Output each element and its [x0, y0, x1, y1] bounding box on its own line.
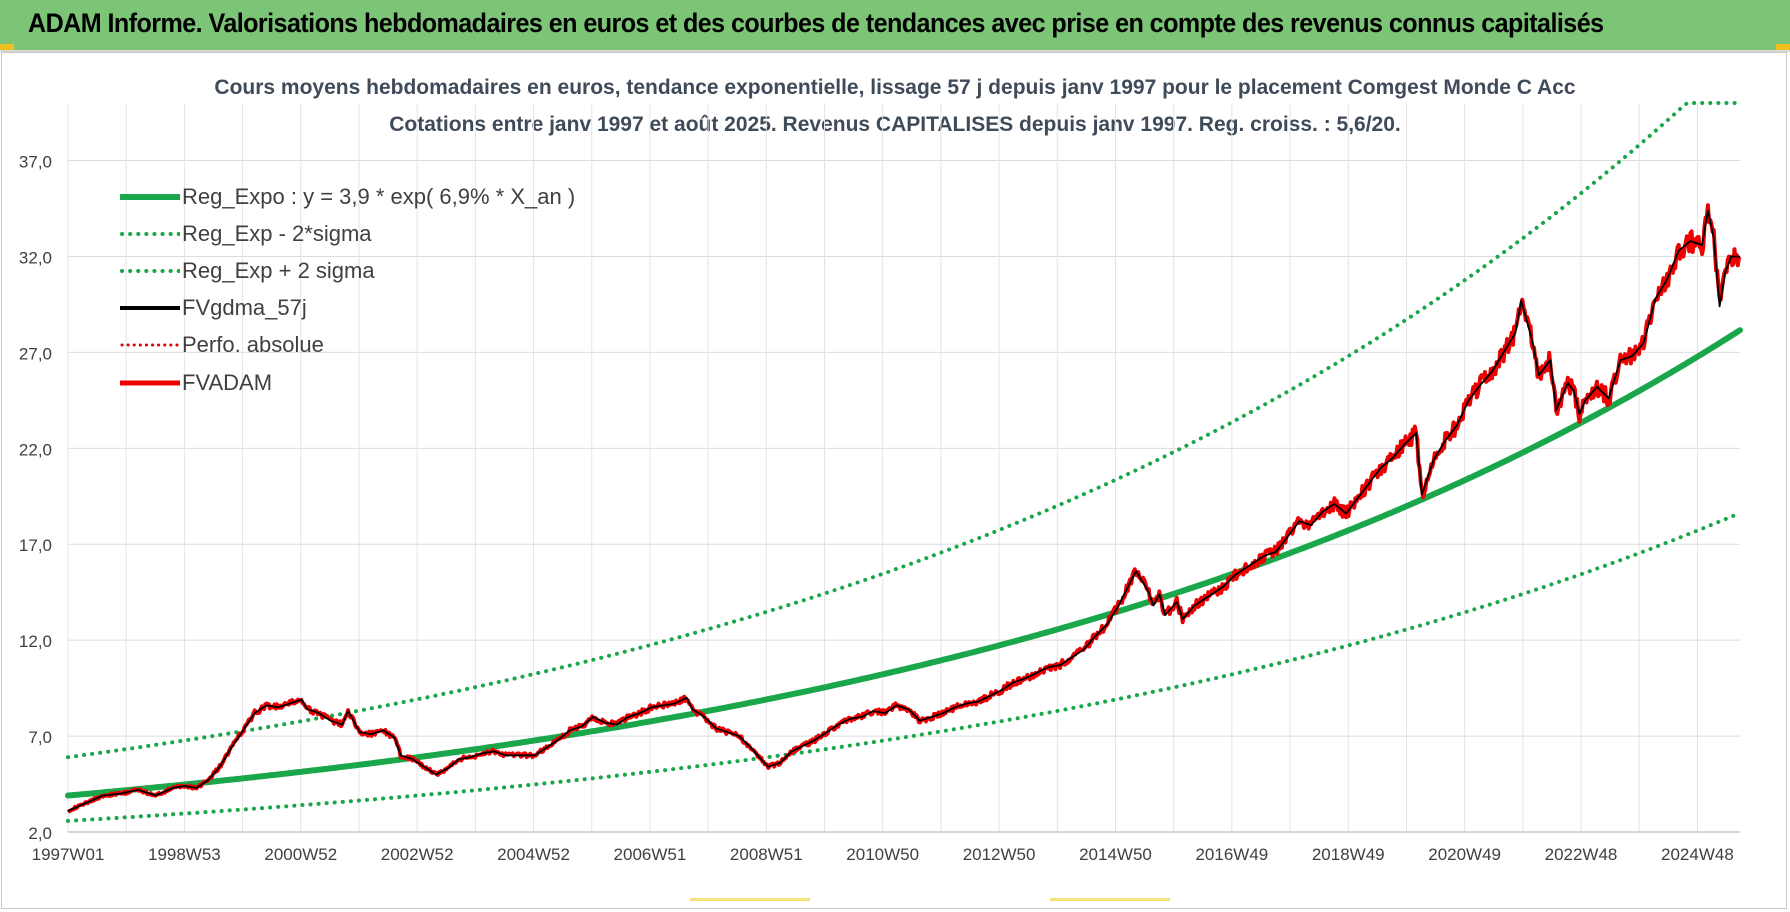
x-tick-label: 2018W49 [1312, 845, 1385, 864]
legend-item-reg-expo: Reg_Expo : y = 3,9 * exp( 6,9% * X_an ) [120, 178, 575, 215]
legend-item-fvadam: FVADAM [120, 364, 575, 401]
x-tick-label: 2004W52 [497, 845, 570, 864]
legend-label-fvadam: FVADAM [182, 369, 273, 395]
x-tick-label: 2010W50 [846, 845, 919, 864]
y-tick-label: 22,0 [19, 440, 52, 459]
series-line-reg-expo [65, 327, 1743, 799]
x-tick-label: 2002W52 [381, 845, 454, 864]
footer-mark-1 [690, 898, 810, 901]
y-tick-label: 32,0 [19, 248, 52, 267]
legend-swatch-reg-exp-plus [120, 268, 180, 273]
legend-label-reg-exp-minus: Reg_Exp - 2*sigma [182, 220, 372, 246]
legend-swatch-fvgdma [120, 306, 180, 311]
x-tick-label: 2024W48 [1661, 845, 1734, 864]
y-tick-label: 7,0 [28, 728, 52, 747]
x-tick-label: 1998W53 [148, 845, 221, 864]
legend-item-fvgdma: FVgdma_57j [120, 290, 575, 327]
series-group [65, 101, 1743, 823]
x-tick-label: 2012W50 [963, 845, 1036, 864]
footer-mark-2 [1050, 898, 1170, 901]
legend: Reg_Expo : y = 3,9 * exp( 6,9% * X_an ) … [120, 178, 575, 401]
legend-swatch-reg-exp-minus [120, 231, 180, 236]
corner-mark-left [0, 44, 14, 50]
legend-label-fvgdma: FVgdma_57j [182, 295, 307, 321]
legend-item-reg-exp-minus: Reg_Exp - 2*sigma [120, 215, 575, 252]
chart-title: Cours moyens hebdomadaires en euros, ten… [214, 76, 1576, 99]
legend-swatch-reg-expo [120, 193, 180, 200]
x-tick-label: 1997W01 [32, 845, 105, 864]
y-tick-label: 17,0 [19, 536, 52, 555]
x-tick-label: 2006W51 [614, 845, 687, 864]
legend-swatch-fvadam [120, 380, 180, 386]
y-tick-label: 2,0 [28, 824, 52, 843]
legend-label-reg-exp-plus: Reg_Exp + 2 sigma [182, 257, 375, 283]
legend-label-reg-expo: Reg_Expo : y = 3,9 * exp( 6,9% * X_an ) [182, 183, 576, 209]
series-line-reg-exp-minus [66, 511, 1742, 823]
x-tick-label: 2020W49 [1428, 845, 1501, 864]
header-banner: ADAM Informe. Valorisations hebdomadaire… [0, 0, 1790, 52]
x-tick-label: 2022W48 [1545, 845, 1618, 864]
x-tick-label: 2014W50 [1079, 845, 1152, 864]
x-tick-label: 2000W52 [264, 845, 337, 864]
y-tick-label: 12,0 [19, 632, 52, 651]
series-line-fvgdma [67, 209, 1740, 812]
legend-item-reg-exp-plus: Reg_Exp + 2 sigma [120, 252, 575, 289]
corner-mark-right [1776, 44, 1790, 50]
axes: 2,0 7,0 12,0 17,0 22,0 27,0 32,0 37,0 1997W01 199… [19, 153, 1740, 864]
legend-item-perfo: Perfo. absolue [120, 327, 575, 364]
y-tick-label: 27,0 [19, 344, 52, 363]
legend-label-perfo: Perfo. absolue [182, 332, 324, 358]
header-title: ADAM Informe. Valorisations hebdomadaire… [28, 8, 1604, 38]
x-tick-label: 2016W49 [1195, 845, 1268, 864]
x-tick-label: 2008W51 [730, 845, 803, 864]
chart-subtitle: Cotations entre janv 1997 et août 2025. … [389, 113, 1401, 136]
legend-swatch-perfo [120, 343, 180, 347]
y-tick-label: 37,0 [19, 153, 52, 172]
chart-frame [1, 52, 1787, 909]
